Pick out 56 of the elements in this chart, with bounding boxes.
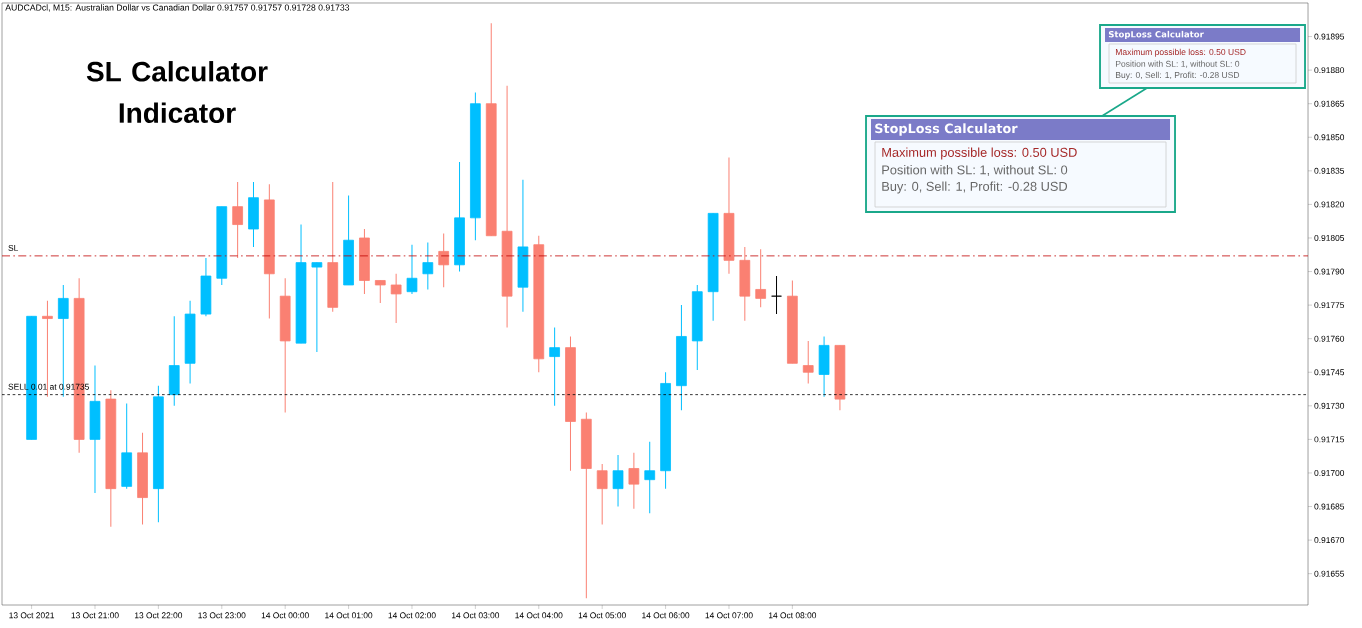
annotation: StopLoss Calculator [1108,30,1204,40]
ref-line-label: SL [8,244,19,251]
annotation: Maximum possible loss: 0.50 USD [1115,48,1246,57]
candlestick [374,280,386,304]
x-tick-label: 14 Oct 04:00 [515,612,563,619]
candlestick [422,241,434,290]
x-tick-label: 14 Oct 01:00 [325,612,373,619]
candlestick [771,275,782,315]
y-tick-label: 0.91805 [1314,234,1345,241]
annotation: Buy: 0, Sell: 1, Profit: -0.28 USD [1115,71,1240,80]
y-tick-label: 0.91730 [1314,402,1345,409]
y-tick-label: 0.91745 [1314,369,1345,376]
x-tick-label: 14 Oct 02:00 [388,612,436,619]
annotation: Buy: 0, Sell: 1, Profit: -0.28 USD [882,181,1068,194]
y-tick-label: 0.91895 [1314,33,1345,40]
y-tick-label: 0.91715 [1314,436,1345,443]
candlestick [406,244,418,295]
y-tick-label: 0.91820 [1314,201,1345,208]
candlestick [612,454,624,508]
candlestick [232,181,243,259]
x-tick-label: 14 Oct 06:00 [642,612,690,619]
candlestick [549,326,560,407]
candlestick [596,463,608,525]
x-tick-label: 14 Oct 05:00 [578,612,626,619]
y-tick-label: 0.91880 [1314,67,1345,74]
y-tick-label: 0.91835 [1314,167,1345,174]
x-tick-label: 14 Oct 03:00 [451,612,500,619]
x-tick-label: 13 Oct 22:00 [134,612,183,619]
y-tick-label: 0.91670 [1314,537,1345,544]
chart-subtitle: AUDCADcl, M15: Australian Dollar vs Canadian Dollar 0.91757 0.91757 0.91728 0.91733 [5,4,350,12]
y-tick-label: 0.91685 [1314,503,1345,510]
annotation: Position with SL: 1, without SL: 0 [1115,60,1240,68]
x-tick-label: 14 Oct 08:00 [768,612,817,619]
candlestick [802,340,814,384]
annotation: Maximum possible loss: 0.50 USD [882,147,1077,160]
y-tick-label: 0.91760 [1314,335,1345,342]
y-tick-label: 0.91850 [1314,134,1345,141]
y-tick-label: 0.91865 [1314,100,1345,107]
x-tick-label: 14 Oct 00:00 [261,612,309,619]
y-tick-label: 0.91700 [1314,469,1345,476]
x-tick-label: 13 Oct 2021 [9,612,55,619]
x-tick-label: 13 Oct 23:00 [198,612,246,619]
y-tick-label: 0.91790 [1314,268,1345,275]
candlestick [755,248,767,308]
x-tick-label: 13 Oct 21:00 [71,612,119,619]
y-tick-label: 0.91775 [1314,302,1345,309]
candlestick [390,273,402,324]
x-tick-label: 14 Oct 07:00 [705,612,753,619]
annotation: Position with SL: 1, without SL: 0 [882,165,1068,176]
candlestick [644,441,656,514]
candlestick [438,233,450,288]
candlestick [628,452,640,510]
y-tick-label: 0.91655 [1314,570,1345,577]
text: SL Calculator Indicator [86,61,268,123]
candlestick [311,262,323,353]
annotation: StopLoss Calculator [875,123,1018,136]
